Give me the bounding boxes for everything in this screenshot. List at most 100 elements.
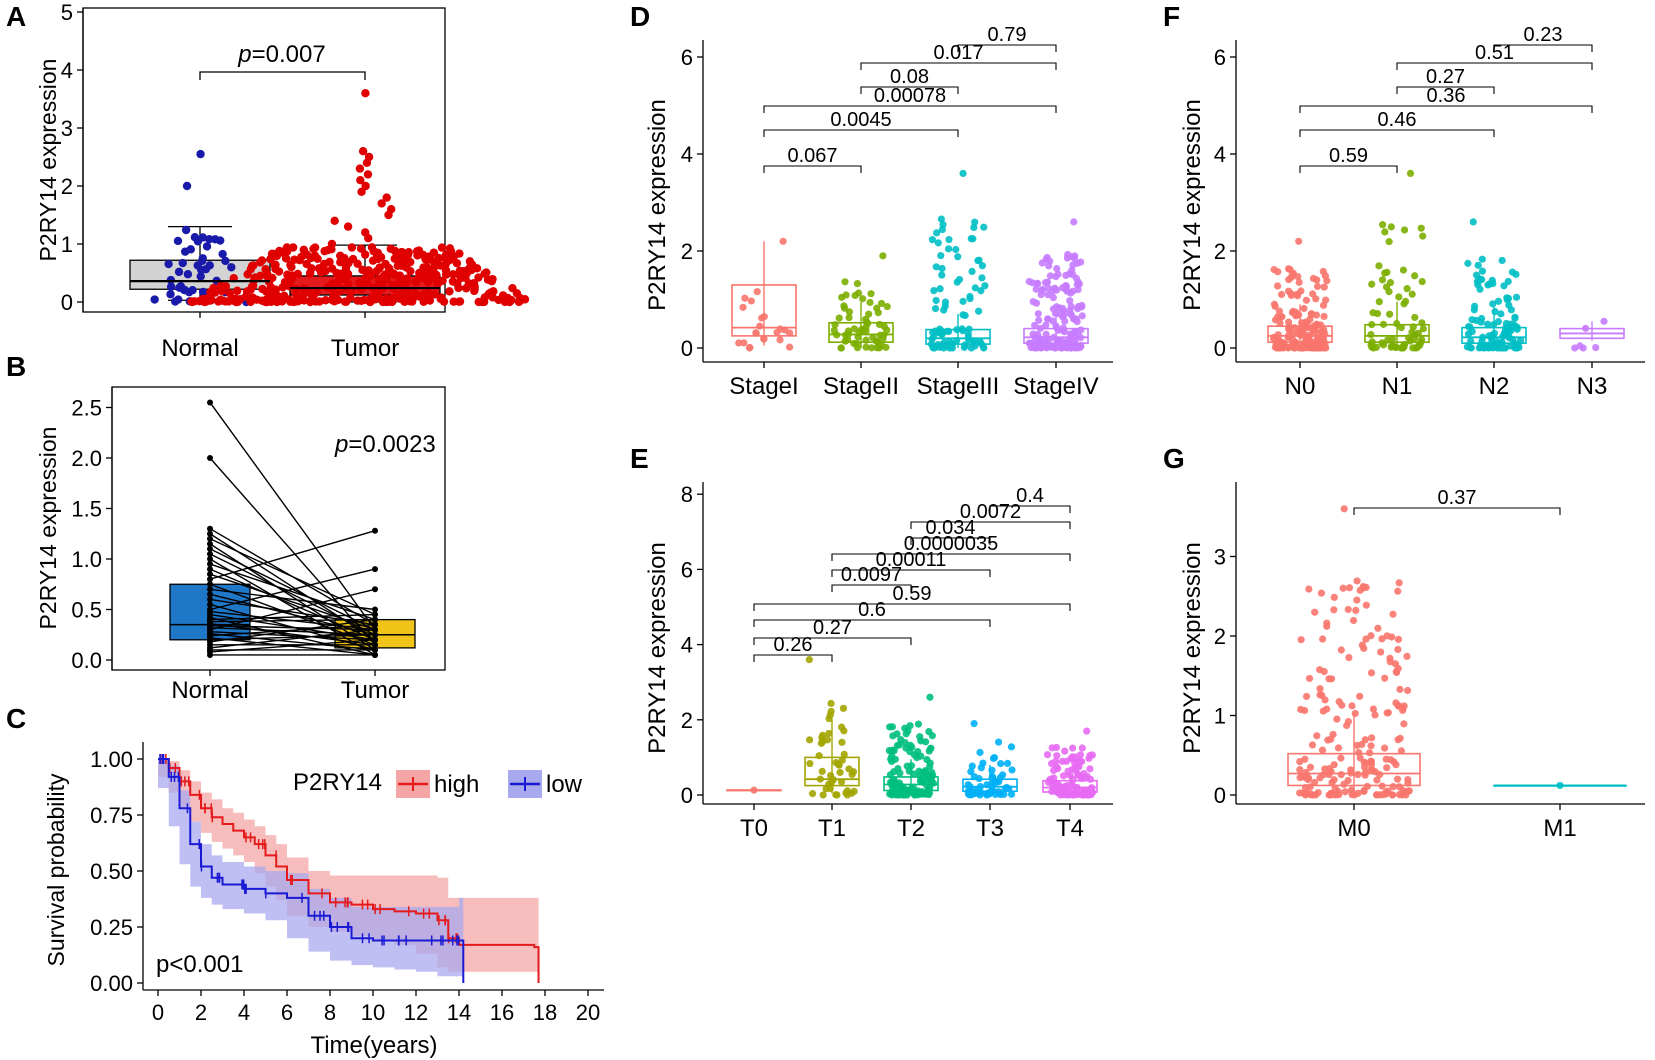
data-point [413, 251, 422, 260]
data-point [1474, 261, 1482, 269]
data-point [404, 248, 413, 257]
x-tick-label: StageIII [917, 373, 1000, 400]
y-tick-label: 8 [681, 482, 693, 507]
significance-label: 0.6 [858, 599, 886, 621]
data-point [1069, 775, 1077, 784]
data-point [1317, 589, 1326, 597]
data-point [1368, 734, 1376, 742]
data-point [371, 295, 380, 304]
pair-line [209, 629, 376, 649]
data-point [1418, 335, 1426, 344]
data-point [923, 782, 931, 790]
data-point [1318, 746, 1327, 754]
data-point [305, 268, 315, 278]
data-point [364, 234, 373, 243]
data-point [1297, 636, 1305, 644]
data-point [805, 656, 813, 664]
data-point [261, 265, 270, 274]
data-point [207, 530, 213, 537]
data-point [827, 699, 835, 708]
data-point [1007, 790, 1016, 798]
data-point [1337, 754, 1345, 762]
data-point [377, 199, 386, 208]
data-point [455, 249, 464, 258]
y-axis-label: P2RY14 expression [35, 59, 61, 262]
panel-g: 0 1 2 3 P2RY14 expression M0 M1 0.37 [1179, 482, 1645, 842]
data-point [875, 320, 884, 329]
data-point [1381, 744, 1389, 752]
data-point [1358, 641, 1366, 649]
data-point [753, 288, 761, 296]
data-point [1046, 272, 1055, 280]
data-point [945, 327, 953, 336]
data-point [965, 336, 973, 344]
data-point [227, 263, 236, 272]
data-point [1316, 685, 1324, 693]
data-point [207, 550, 213, 557]
data-point [452, 259, 462, 268]
y-axis-label: P2RY14 expression [644, 99, 671, 311]
data-point [1277, 344, 1285, 352]
data-point [1064, 343, 1072, 352]
pair-line [209, 568, 376, 611]
data-point [959, 297, 967, 305]
data-point [740, 339, 748, 347]
data-point [198, 254, 207, 263]
data-point [967, 234, 975, 243]
data-point [1044, 315, 1052, 323]
data-point [859, 295, 867, 303]
data-point [1386, 310, 1394, 318]
data-point [1489, 300, 1497, 308]
data-point [901, 724, 909, 732]
data-point [1389, 783, 1397, 791]
data-point [1403, 686, 1412, 695]
data-point [1041, 278, 1050, 287]
data-point [1367, 742, 1375, 750]
x-tick-label: 18 [533, 1000, 557, 1025]
data-point [1399, 266, 1408, 274]
data-point [1307, 310, 1315, 319]
significance-bracket [763, 105, 1057, 113]
data-point [207, 561, 213, 568]
data-point [937, 251, 945, 260]
significance-bracket [1396, 86, 1495, 94]
significance-label: 0.27 [1426, 66, 1465, 88]
data-point [1078, 744, 1086, 752]
data-point [760, 313, 768, 321]
data-point [268, 273, 277, 283]
data-point [362, 158, 372, 167]
data-point [1064, 767, 1072, 775]
data-point [1313, 276, 1321, 284]
data-point [819, 791, 827, 799]
data-point [430, 274, 439, 283]
data-point [1351, 709, 1359, 718]
data-point [1029, 298, 1037, 306]
data-point [1395, 579, 1403, 587]
data-point [968, 762, 976, 770]
data-point [1366, 749, 1374, 757]
data-point [1058, 757, 1066, 765]
data-point [1319, 707, 1327, 715]
data-point [217, 287, 227, 296]
data-point [1403, 652, 1411, 660]
data-point [221, 256, 230, 266]
data-point [1334, 744, 1343, 752]
data-point [358, 147, 368, 156]
pair-line [209, 538, 376, 616]
data-point [937, 327, 946, 335]
data-point [760, 335, 768, 343]
data-point [190, 232, 200, 242]
y-tick-label: 2 [681, 708, 693, 733]
data-point [407, 297, 417, 306]
data-point [1512, 293, 1521, 301]
data-point [873, 344, 881, 352]
data-point [1072, 315, 1080, 323]
x-tick-label: N3 [1577, 373, 1608, 400]
x-axis-label: Time(years) [310, 1032, 437, 1059]
data-point [1042, 343, 1050, 352]
data-point [930, 287, 938, 295]
data-point [1274, 282, 1282, 290]
data-point [356, 244, 366, 253]
data-point [372, 611, 378, 618]
data-point [321, 266, 330, 276]
